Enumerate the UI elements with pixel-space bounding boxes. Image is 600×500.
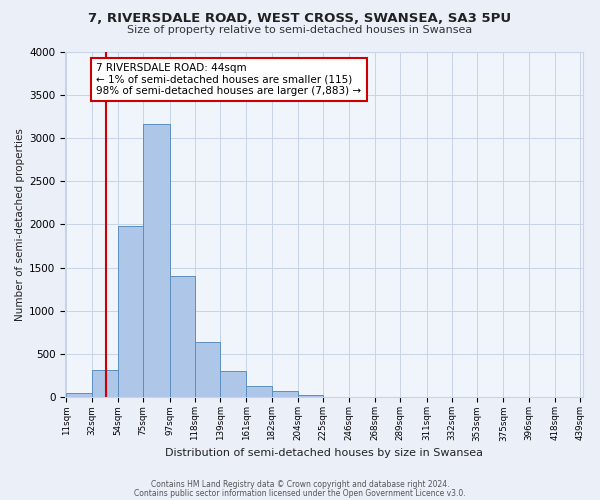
- Bar: [195, 342, 220, 398]
- Bar: [170, 276, 195, 398]
- Bar: [118, 226, 143, 398]
- Text: 7 RIVERSDALE ROAD: 44sqm
← 1% of semi-detached houses are smaller (115)
98% of s: 7 RIVERSDALE ROAD: 44sqm ← 1% of semi-de…: [97, 62, 361, 96]
- Text: Contains HM Land Registry data © Crown copyright and database right 2024.: Contains HM Land Registry data © Crown c…: [151, 480, 449, 489]
- Bar: [143, 124, 170, 398]
- Bar: [67, 393, 92, 398]
- Y-axis label: Number of semi-detached properties: Number of semi-detached properties: [15, 128, 25, 321]
- X-axis label: Distribution of semi-detached houses by size in Swansea: Distribution of semi-detached houses by …: [165, 448, 483, 458]
- Bar: [247, 386, 272, 398]
- Bar: [220, 372, 247, 398]
- Text: Contains public sector information licensed under the Open Government Licence v3: Contains public sector information licen…: [134, 488, 466, 498]
- Bar: [323, 396, 349, 398]
- Bar: [298, 396, 323, 398]
- Text: Size of property relative to semi-detached houses in Swansea: Size of property relative to semi-detach…: [127, 25, 473, 35]
- Bar: [272, 391, 298, 398]
- Bar: [92, 370, 118, 398]
- Text: 7, RIVERSDALE ROAD, WEST CROSS, SWANSEA, SA3 5PU: 7, RIVERSDALE ROAD, WEST CROSS, SWANSEA,…: [88, 12, 512, 26]
